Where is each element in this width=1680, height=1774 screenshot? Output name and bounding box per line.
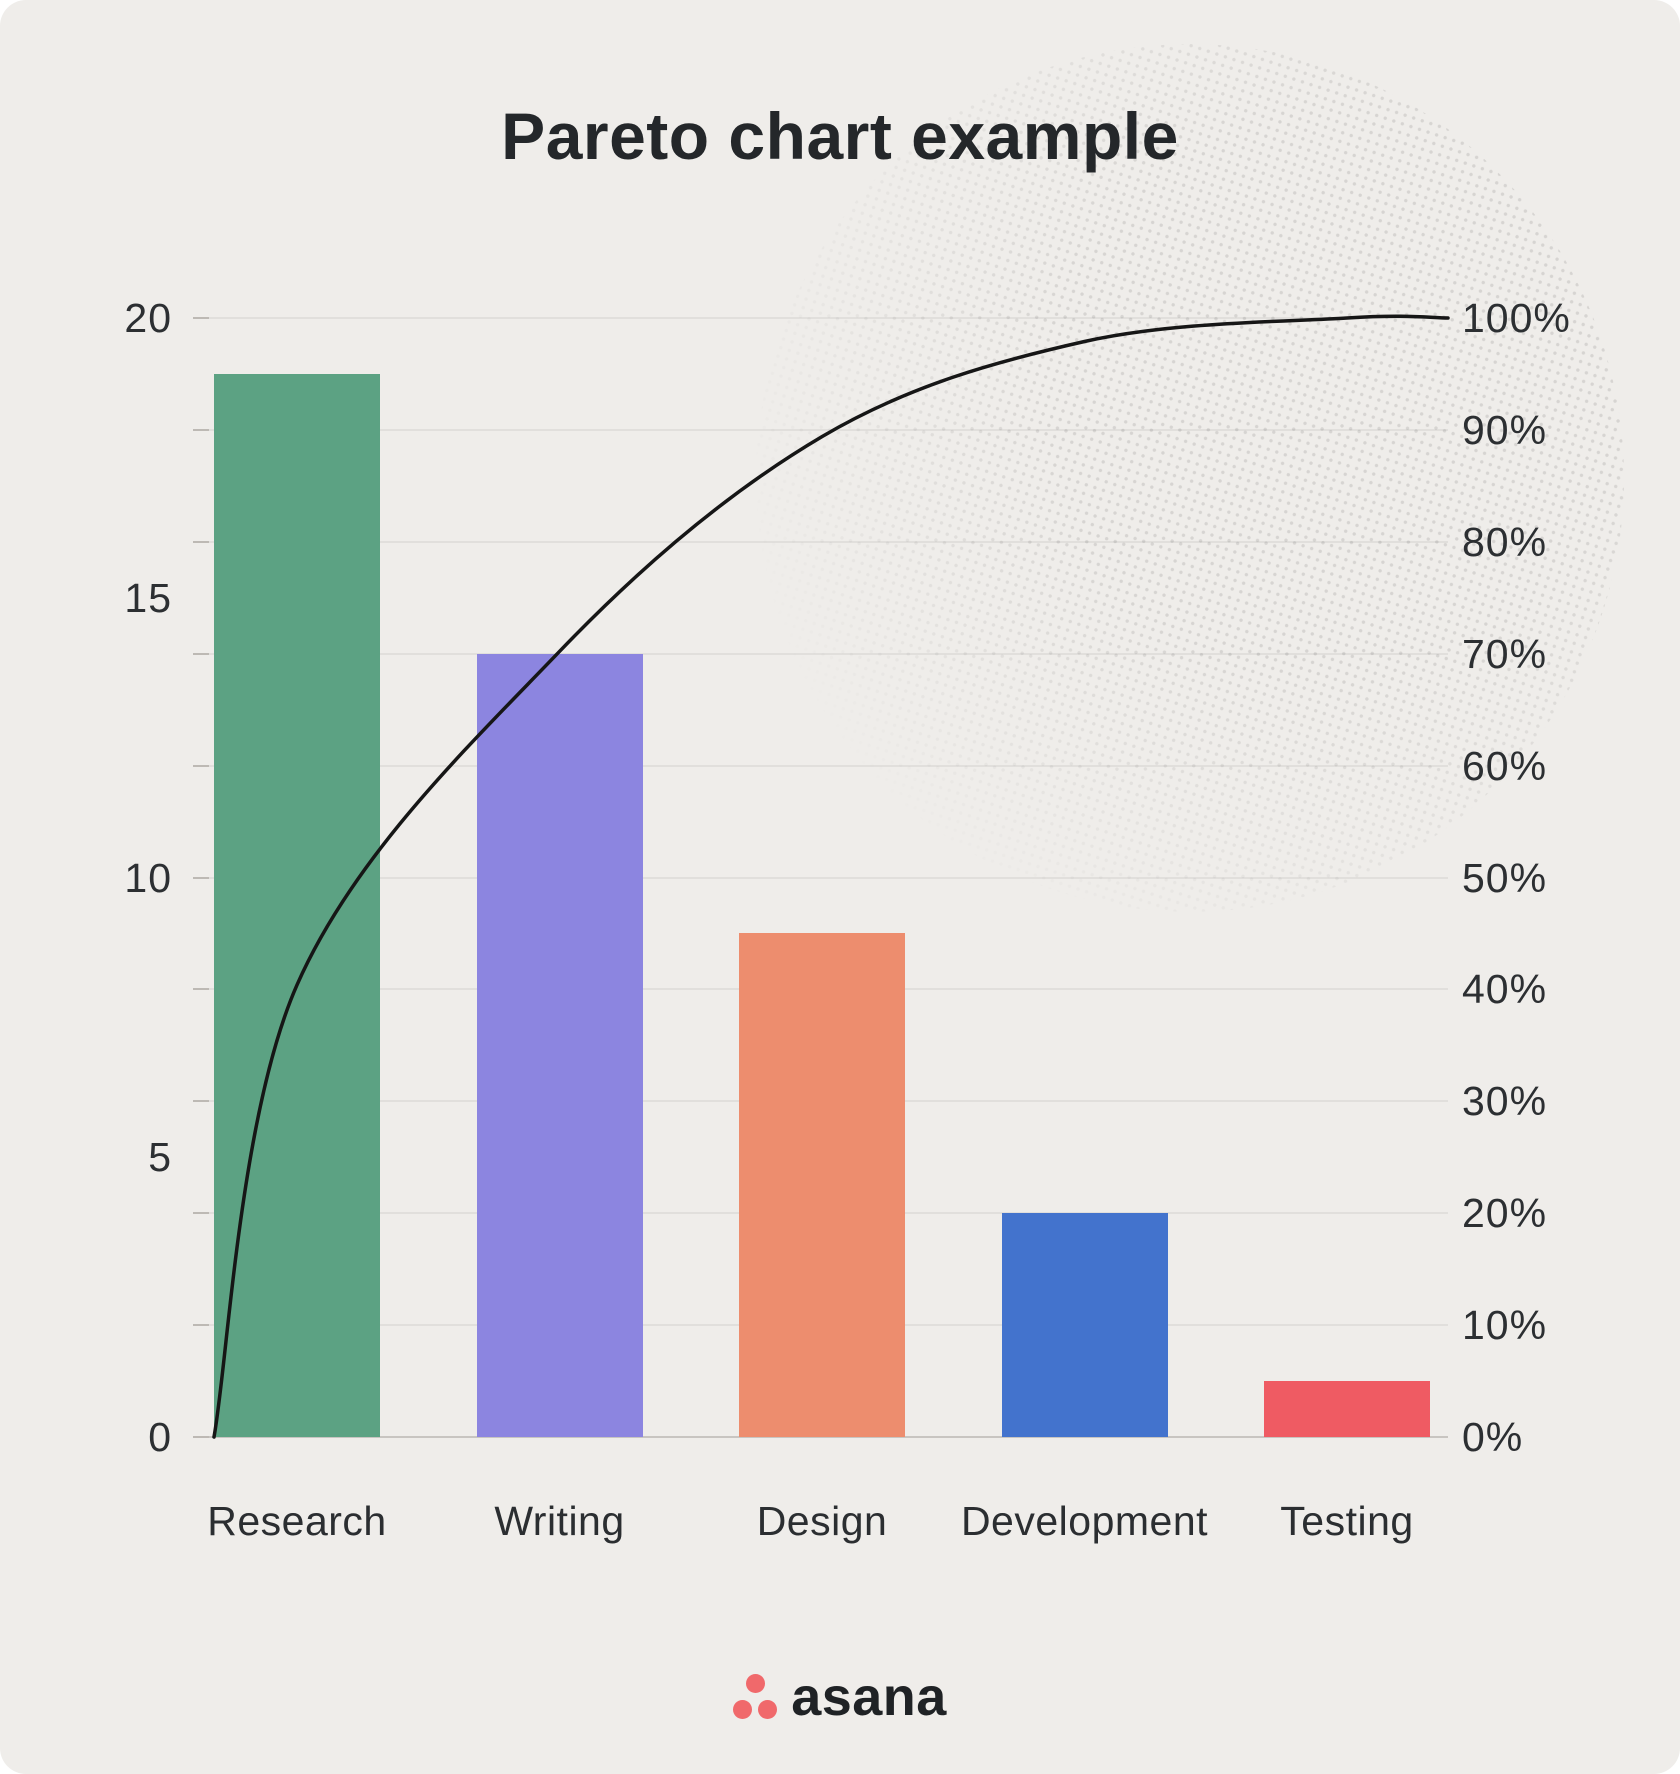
right-axis-label-20pct: 20% xyxy=(1462,1190,1548,1237)
right-axis-label-0pct: 0% xyxy=(1462,1414,1524,1460)
chart-title: Pareto chart example xyxy=(501,99,1179,173)
left-axis-tick xyxy=(193,317,209,319)
right-axis-label-50pct: 50% xyxy=(1462,854,1548,901)
gridline-70pct xyxy=(193,652,1448,655)
left-axis-label-0: 0 xyxy=(148,1414,172,1460)
left-axis-label-5: 5 xyxy=(148,1134,172,1181)
left-axis-tick xyxy=(193,428,209,431)
category-label-development: Development xyxy=(960,1498,1209,1544)
asana-three-dots-icon xyxy=(733,1674,777,1720)
gridline-90pct xyxy=(193,428,1448,431)
left-axis-label-10: 10 xyxy=(124,854,172,901)
gridline-100pct xyxy=(193,317,1448,319)
bar-writing xyxy=(476,653,643,1437)
left-axis-tick xyxy=(193,1212,209,1215)
left-axis-tick xyxy=(193,1436,209,1438)
category-label-research: Research xyxy=(207,1498,387,1544)
left-axis-tick xyxy=(193,1324,209,1327)
asana-logo: asana xyxy=(0,1662,1680,1732)
left-axis-tick xyxy=(193,876,209,879)
left-axis-tick xyxy=(193,540,209,543)
category-label-testing: Testing xyxy=(1280,1498,1414,1544)
left-axis-label-15: 15 xyxy=(124,574,172,621)
left-axis-tick xyxy=(193,988,209,991)
left-axis-tick xyxy=(193,1100,209,1103)
right-axis-label-10pct: 10% xyxy=(1462,1302,1548,1349)
category-label-writing: Writing xyxy=(494,1498,625,1544)
right-axis-label-100pct: 100% xyxy=(1462,295,1571,341)
bar-development xyxy=(1001,1213,1168,1437)
bar-design xyxy=(739,933,905,1437)
asana-wordmark: asana xyxy=(791,1667,947,1727)
gridline-60pct xyxy=(193,764,1448,767)
left-axis-label-20: 20 xyxy=(124,295,172,341)
right-axis-label-80pct: 80% xyxy=(1462,518,1548,565)
gridline-80pct xyxy=(193,540,1448,543)
bar-testing xyxy=(1264,1381,1430,1437)
left-axis-tick xyxy=(193,764,209,767)
category-label-design: Design xyxy=(756,1498,888,1544)
gridline-50pct xyxy=(193,876,1448,879)
right-axis-label-70pct: 70% xyxy=(1462,630,1548,677)
bar-research xyxy=(214,373,380,1437)
right-axis-label-40pct: 40% xyxy=(1462,966,1548,1013)
right-axis-label-30pct: 30% xyxy=(1462,1078,1548,1125)
right-axis-label-90pct: 90% xyxy=(1462,406,1548,453)
left-axis-tick xyxy=(193,652,209,655)
right-axis-label-60pct: 60% xyxy=(1462,742,1548,789)
